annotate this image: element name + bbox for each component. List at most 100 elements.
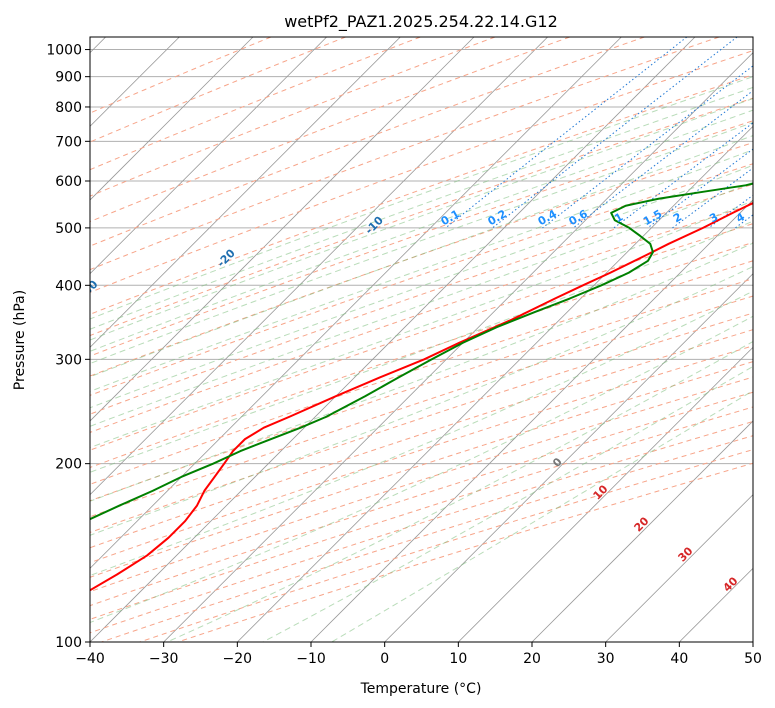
dry-adiabat-line	[90, 241, 753, 469]
dry-adiabat-label: -20	[215, 246, 238, 269]
isotherm-line	[90, 37, 696, 642]
mixing-ratio-line	[613, 122, 753, 229]
moist-adiabat-label: 20	[632, 514, 652, 534]
mixing-ratio-label: 0.4	[536, 207, 560, 228]
x-tick-label: −10	[296, 651, 326, 667]
isotherm-line	[237, 125, 753, 642]
plot-frame	[89, 36, 754, 643]
dry-adiabat-line	[101, 435, 753, 642]
y-tick-label: 200	[55, 457, 82, 473]
mixing-ratio-label: 2	[671, 210, 684, 225]
moist-adiabat-line	[90, 200, 753, 449]
mixing-ratio-line	[492, 37, 738, 229]
dry-adiabat-line	[90, 203, 753, 433]
y-tick-label: 500	[55, 221, 82, 237]
y-axis: 100 200 300 400 500 600 700 800 900 1000	[46, 43, 90, 651]
dry-adiabat-line	[90, 37, 272, 114]
mixing-ratio-line	[572, 90, 753, 229]
isotherm-line	[90, 37, 254, 201]
dry-adiabat-line	[90, 37, 421, 171]
moist-adiabat-label: 30	[676, 544, 696, 564]
isotherm-line	[90, 37, 548, 496]
y-tick-label: 700	[55, 134, 82, 150]
moist-adiabat-label: 40	[721, 574, 741, 594]
y-tick-label: 600	[55, 174, 82, 190]
moist-adiabat-label: 10	[591, 482, 611, 502]
isotherm-line	[679, 567, 753, 642]
mixing-ratio-label: 3	[707, 210, 720, 225]
mixing-ratio-label: 4	[734, 210, 747, 225]
dry-adiabat-line	[90, 361, 753, 578]
moist-adiabat-label: 0	[550, 455, 565, 470]
dry-adiabat-line	[90, 223, 753, 451]
isotherm-line	[531, 420, 753, 642]
dry-adiabat-line	[90, 345, 753, 564]
x-tick-label: 10	[449, 651, 467, 667]
x-axis: −40 −30 −20 −10 0 10 20 30 40 50	[75, 642, 762, 667]
temperature-profile-line	[90, 201, 753, 592]
moist-adiabat-line	[262, 365, 753, 642]
x-tick-label: 20	[523, 651, 541, 667]
moist-adiabat-line	[90, 149, 753, 392]
moist-adiabat-line	[90, 290, 753, 577]
x-tick-label: 50	[744, 651, 762, 667]
moist-adiabat-line	[90, 266, 753, 536]
dry-adiabat-line	[90, 163, 753, 396]
moist-adiabat-line	[90, 135, 753, 378]
y-axis-label: Pressure (hPa)	[12, 290, 28, 390]
isotherm-line	[90, 37, 327, 275]
y-tick-label: 400	[55, 278, 82, 294]
dry-adiabat-line	[90, 260, 753, 485]
dry-adiabat-label: -10	[363, 214, 386, 237]
y-tick-label: 800	[55, 100, 82, 116]
mixing-ratio-line	[672, 167, 753, 229]
moist-adiabat-line	[90, 164, 753, 409]
isotherm-line	[90, 37, 401, 348]
dewpoint-profile-line	[90, 182, 753, 521]
dry-adiabat-line	[90, 376, 753, 593]
moist-adiabat-line	[90, 76, 753, 320]
dry-adiabat-line	[90, 183, 753, 415]
mixing-ratio-label: 1.5	[641, 207, 664, 228]
x-axis-label: Temperature (°C)	[360, 681, 482, 697]
dry-adiabat-line	[90, 50, 753, 293]
mixing-ratio-label: 0.1	[439, 207, 462, 228]
x-tick-label: 30	[597, 651, 615, 667]
dry-adiabat-line	[90, 391, 753, 607]
dry-adiabat-line	[90, 37, 720, 271]
mixing-ratio-label: 1	[612, 210, 625, 225]
x-tick-label: −20	[223, 651, 253, 667]
moist-adiabat-line	[90, 220, 753, 473]
isotherm-line	[458, 346, 753, 642]
isotherm-line	[90, 37, 622, 569]
moist-adiabat-line	[90, 242, 753, 502]
moist-adiabat-line	[90, 315, 753, 624]
y-tick-label: 900	[55, 70, 82, 86]
dry-adiabat-line	[90, 142, 753, 377]
chart-title: wetPf2_PAZ1.2025.254.22.14.G12	[284, 12, 558, 32]
dry-adiabat-line	[90, 37, 346, 143]
dry-adiabat-line	[90, 329, 753, 549]
moist-adiabat-line	[90, 109, 753, 352]
x-tick-label: −30	[149, 651, 179, 667]
dry-adiabat-line	[90, 97, 753, 337]
dry-adiabat-line	[90, 295, 753, 518]
moist-adiabat-line	[90, 97, 753, 341]
dry-adiabat-line	[90, 278, 753, 502]
mixing-ratio-line	[734, 214, 753, 229]
mixing-ratio-line	[708, 194, 753, 229]
dry-adiabat-line	[90, 74, 753, 315]
dry-adiabat-line	[90, 312, 753, 533]
dry-adiabat-label: -30	[77, 277, 100, 300]
isotherm-line	[605, 494, 753, 642]
isotherm-line	[90, 37, 475, 422]
dry-adiabat-line	[90, 37, 496, 197]
dry-adiabat-line	[90, 37, 645, 247]
y-tick-label: 1000	[46, 43, 82, 59]
x-tick-label: 40	[670, 651, 688, 667]
plot-area: 0.10.20.40.611.52346810131620253036-100-…	[77, 37, 753, 642]
dry-adiabat-line	[90, 37, 570, 223]
isotherm-line	[310, 199, 753, 642]
moist-adiabat-line	[90, 181, 753, 427]
